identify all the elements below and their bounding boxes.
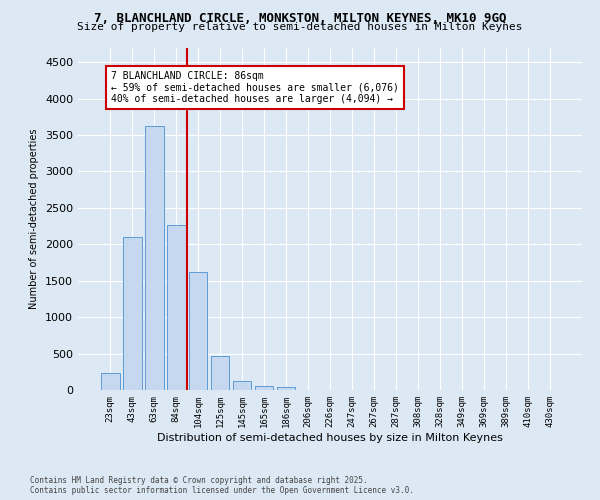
- Bar: [233, 380, 251, 390]
- Text: 7 BLANCHLAND CIRCLE: 86sqm
← 59% of semi-detached houses are smaller (6,076)
40%: 7 BLANCHLAND CIRCLE: 86sqm ← 59% of semi…: [112, 71, 399, 104]
- X-axis label: Distribution of semi-detached houses by size in Milton Keynes: Distribution of semi-detached houses by …: [157, 432, 503, 442]
- Bar: [123, 237, 142, 390]
- Y-axis label: Number of semi-detached properties: Number of semi-detached properties: [29, 128, 40, 309]
- Text: Contains HM Land Registry data © Crown copyright and database right 2025.
Contai: Contains HM Land Registry data © Crown c…: [30, 476, 414, 495]
- Text: 7, BLANCHLAND CIRCLE, MONKSTON, MILTON KEYNES, MK10 9GQ: 7, BLANCHLAND CIRCLE, MONKSTON, MILTON K…: [94, 12, 506, 26]
- Bar: [189, 272, 208, 390]
- Bar: [145, 126, 164, 390]
- Bar: [277, 387, 295, 390]
- Bar: [211, 356, 229, 390]
- Bar: [101, 373, 119, 390]
- Bar: [167, 224, 185, 390]
- Bar: [255, 386, 274, 390]
- Text: Size of property relative to semi-detached houses in Milton Keynes: Size of property relative to semi-detach…: [77, 22, 523, 32]
